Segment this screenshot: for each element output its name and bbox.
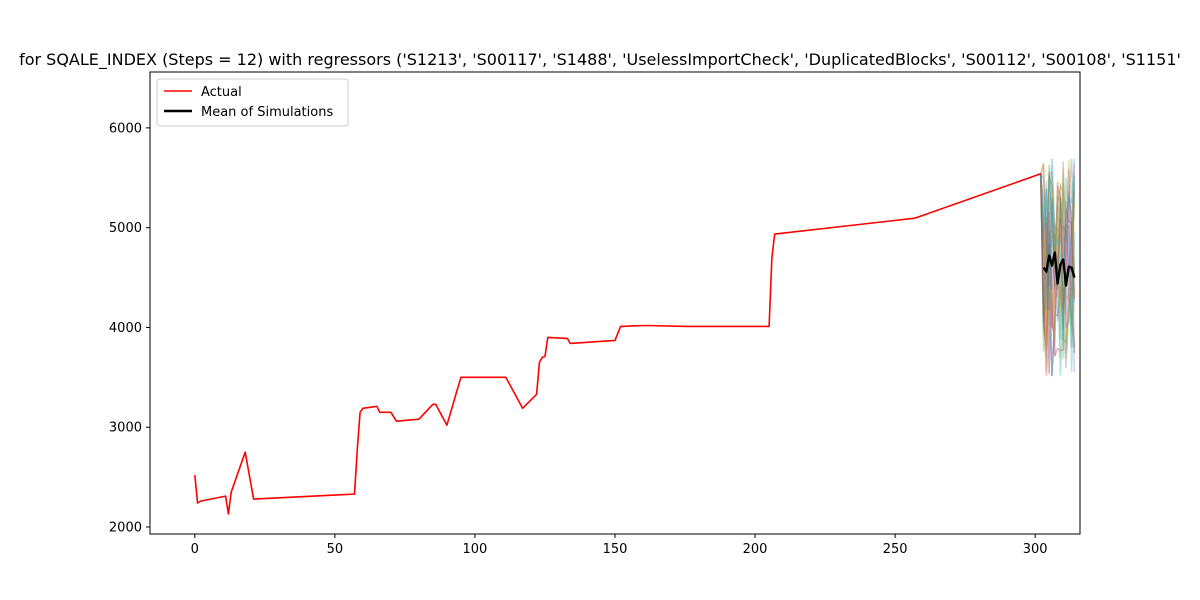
y-tick-label: 2000 xyxy=(109,521,142,536)
chart-title: for SQALE_INDEX (Steps = 12) with regres… xyxy=(19,50,1181,70)
x-axis: 0 50 100 150 200 250 300 xyxy=(191,534,1048,557)
y-axis: 2000 3000 4000 5000 6000 xyxy=(109,121,150,535)
x-tick-label: 250 xyxy=(883,542,908,557)
y-tick-label: 5000 xyxy=(109,221,142,236)
y-tick-label: 6000 xyxy=(109,121,142,136)
x-tick-label: 100 xyxy=(463,542,488,557)
plot-area xyxy=(195,158,1075,514)
series-line-actual xyxy=(195,174,1041,514)
x-tick-label: 0 xyxy=(191,542,199,557)
x-tick-label: 50 xyxy=(327,542,344,557)
y-tick-label: 3000 xyxy=(109,421,142,436)
x-tick-label: 200 xyxy=(743,542,768,557)
legend: Actual Mean of Simulations xyxy=(157,79,348,126)
series-lines xyxy=(195,174,1075,514)
plot-frame xyxy=(150,72,1080,534)
legend-label-actual: Actual xyxy=(201,85,242,100)
y-tick-label: 4000 xyxy=(109,321,142,336)
legend-label-mean: Mean of Simulations xyxy=(201,105,333,120)
x-tick-label: 150 xyxy=(603,542,628,557)
x-tick-label: 300 xyxy=(1023,542,1048,557)
